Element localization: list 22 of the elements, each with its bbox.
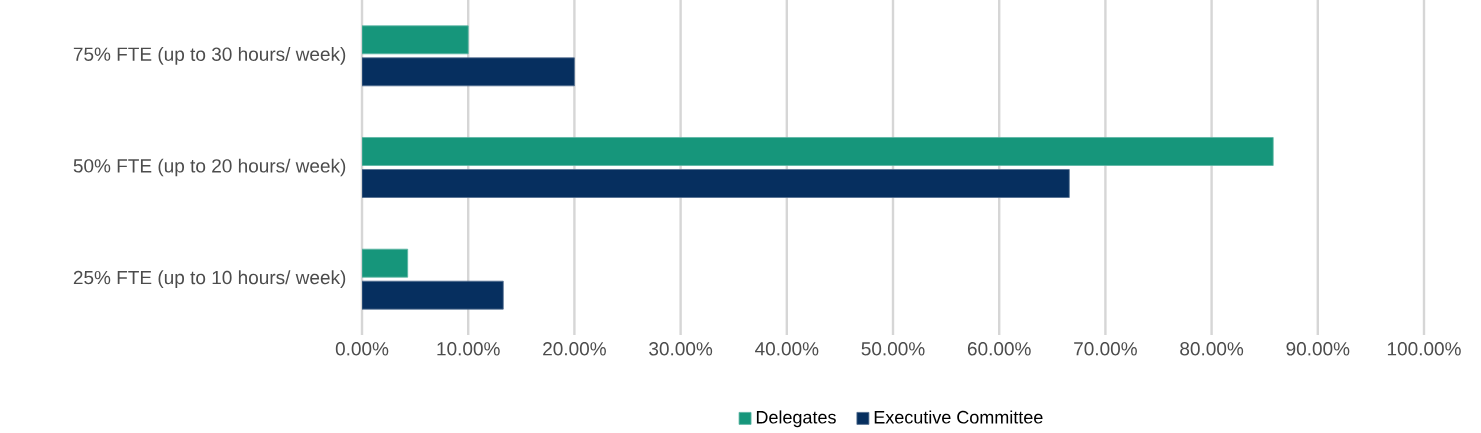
bar (362, 280, 504, 310)
x-tick-label: 50.00% (861, 342, 925, 356)
legend-label: Executive Committee (874, 410, 1043, 424)
x-tick-label: 30.00% (649, 342, 713, 356)
bar (362, 25, 469, 55)
y-tick-label: 50% FTE (up to 20 hours/ week) (73, 158, 346, 177)
x-tick-label: 40.00% (755, 342, 819, 356)
bar (362, 248, 409, 278)
y-tick-label: 75% FTE (up to 30 hours/ week) (73, 46, 346, 65)
x-tick-label: 10.00% (437, 342, 500, 356)
bar (362, 137, 1274, 166)
y-tick-label: 25% FTE (up to 10 hours/ week) (73, 270, 346, 289)
x-tick-label: 90.00% (1286, 342, 1350, 356)
x-tick-label: 80.00% (1180, 342, 1244, 356)
bar (362, 169, 1070, 198)
x-tick-label: 0.00% (335, 342, 389, 356)
bar (362, 57, 575, 87)
x-tick-label: 70.00% (1074, 342, 1137, 356)
legend-label: Delegates (756, 410, 836, 428)
x-tick-label: 100.00% (1387, 342, 1461, 356)
x-tick-label: 20.00% (543, 342, 606, 356)
x-tick-label: 60.00% (967, 342, 1031, 356)
